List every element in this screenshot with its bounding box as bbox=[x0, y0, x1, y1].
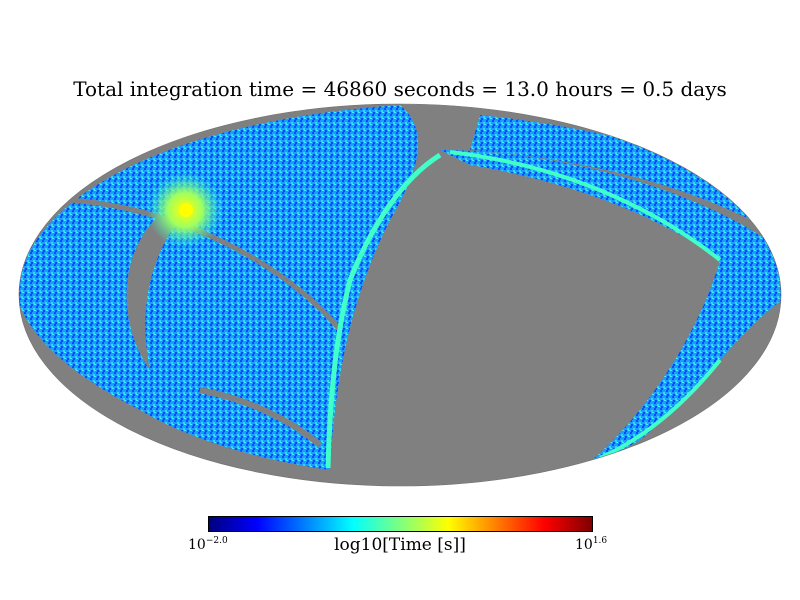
coverage-rim-right bbox=[449, 150, 722, 262]
gap-mid-stripe bbox=[69, 197, 342, 332]
coverage-left bbox=[19, 105, 419, 470]
coverage-right-band bbox=[440, 150, 781, 462]
map-outline bbox=[18, 103, 782, 487]
coverage-rim bbox=[325, 152, 442, 469]
exposure-hotspot-core bbox=[179, 203, 193, 217]
gap-lower-stripe bbox=[199, 387, 322, 448]
coverage-rim-bottom bbox=[599, 358, 722, 460]
gap-left-crescent bbox=[126, 215, 175, 370]
colorbar-max-tick: 101.6 bbox=[575, 536, 608, 553]
colorbar-label: log10[Time [s]] bbox=[334, 535, 466, 555]
colorbar bbox=[208, 516, 593, 532]
colorbar-min-tick: 10−2.0 bbox=[188, 536, 228, 553]
chart-title: Total integration time = 46860 seconds =… bbox=[73, 77, 727, 101]
coverage-top-strip bbox=[470, 115, 780, 235]
